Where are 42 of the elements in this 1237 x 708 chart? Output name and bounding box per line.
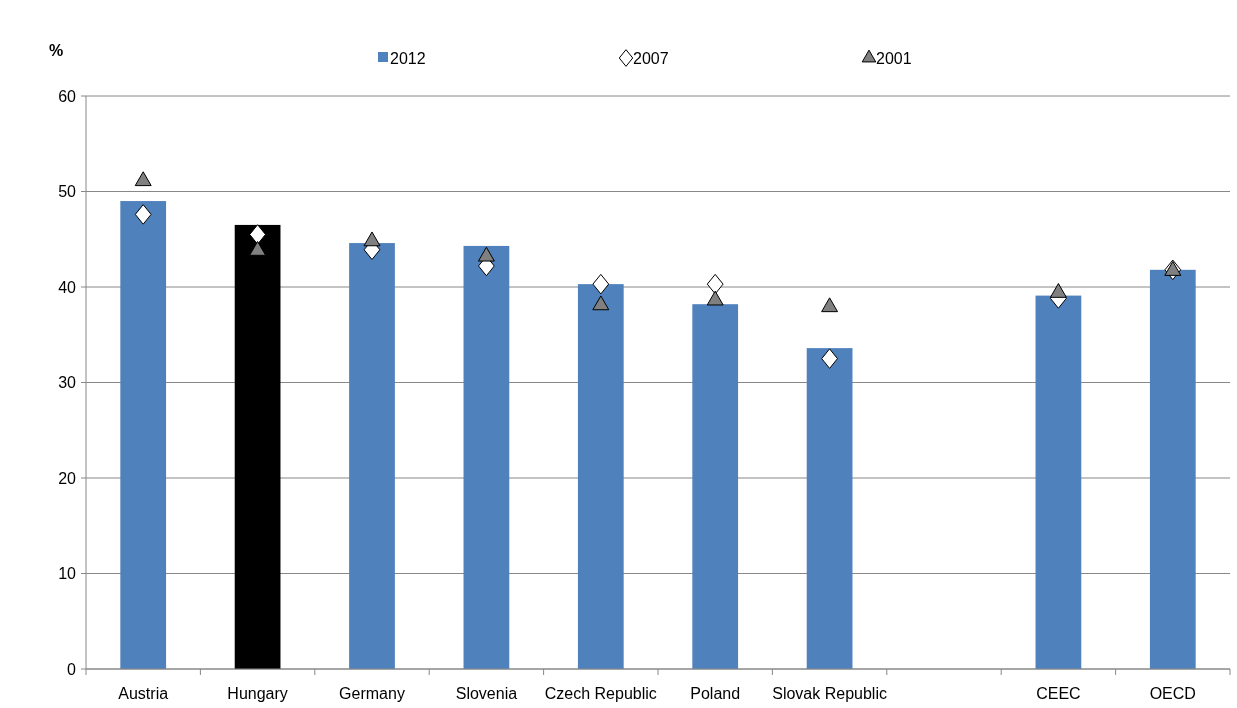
point [821, 348, 838, 369]
x-tick-label: Czech Republic [544, 685, 657, 702]
point [249, 224, 266, 245]
bar [692, 304, 739, 669]
y-tick-label: 20 [58, 469, 77, 487]
point [477, 246, 495, 262]
x-tick-label: Germany [339, 685, 405, 702]
point [592, 273, 610, 295]
x-tick-label: OECD [1149, 685, 1196, 702]
y-tick-label: 50 [58, 183, 77, 201]
point [134, 204, 152, 225]
x-tick-label: Slovak Republic [772, 685, 887, 702]
point [249, 241, 267, 256]
point [134, 171, 152, 187]
x-tick-label: CEEC [1036, 685, 1081, 702]
bar [349, 243, 395, 669]
bar [1149, 269, 1196, 669]
x-tick-label: Hungary [227, 685, 288, 702]
point [821, 297, 839, 313]
point [1164, 261, 1182, 276]
bar [577, 284, 624, 669]
x-tick-label: Slovenia [455, 685, 518, 702]
bar [120, 201, 167, 669]
bar [463, 245, 510, 669]
bar [234, 224, 281, 669]
y-tick-label: 40 [58, 278, 77, 296]
bar [806, 348, 853, 669]
point [706, 290, 724, 306]
x-tick-label: Poland [690, 685, 741, 702]
bar [1035, 295, 1082, 669]
x-tick-label: Austria [118, 685, 169, 702]
legend-label: 2007 [633, 49, 669, 67]
legend-label: 2001 [876, 49, 912, 67]
point [363, 231, 381, 247]
legend-label: 2012 [390, 49, 426, 67]
point [1049, 283, 1067, 298]
point [592, 295, 610, 311]
y-tick-label: 0 [67, 660, 77, 678]
y-axis-title: % [48, 42, 64, 59]
y-tick-label: 60 [58, 87, 77, 105]
y-tick-label: 30 [58, 374, 77, 392]
y-tick-label: 10 [58, 565, 77, 583]
